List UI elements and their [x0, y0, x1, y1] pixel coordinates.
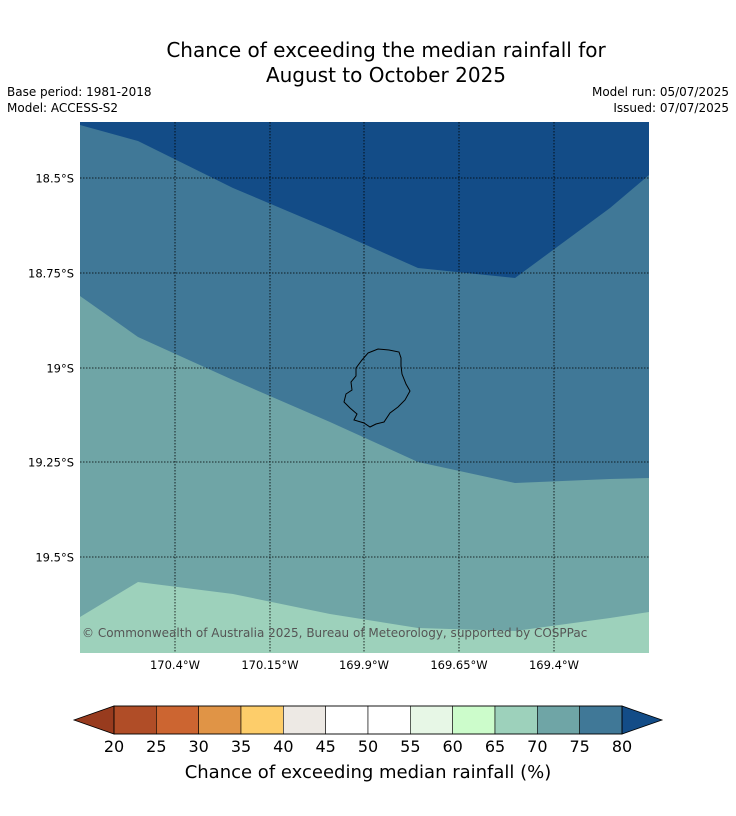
lon-label-4: 169.65°W [430, 658, 487, 672]
model-run: Model run: 05/07/2025 [591, 85, 729, 99]
copyright-text: © Commonwealth of Australia 2025, Bureau… [82, 626, 587, 640]
colorbar-bin-65-70 [494, 705, 538, 735]
colorbar-title: Chance of exceeding median rainfall (%) [185, 762, 552, 783]
colorbar-bin-25-30 [156, 705, 199, 735]
colorbar-bin-20-25 [113, 705, 157, 735]
meta-left: Base period: 1981-2018 Model: ACCESS-S2 [7, 84, 152, 116]
colorbar-bin-40-45 [283, 705, 326, 735]
lon-label-5: 169.4°W [529, 658, 579, 672]
gridlines [80, 122, 649, 653]
colorbar-tick-40: 40 [273, 737, 293, 756]
colorbar-tick-75: 75 [569, 737, 589, 756]
colorbar-tick-55: 55 [400, 737, 420, 756]
zone-70-75 [80, 296, 649, 653]
colorbar-bin-70-75 [537, 705, 580, 735]
meta-right: Model run: 05/07/2025 Issued: 07/07/2025 [592, 84, 729, 116]
lat-label-2: 18.75°S [28, 267, 74, 281]
lon-label-3: 169.9°W [339, 658, 389, 672]
lat-label-3: 19°S [46, 362, 74, 376]
colorbar-bin-75-80 [579, 705, 623, 735]
base-period: Base period: 1981-2018 [7, 85, 152, 99]
zone-65-70 [80, 582, 649, 653]
island-coastline [343, 348, 411, 428]
colorbar-bin-30-35 [198, 705, 242, 735]
colorbar-under-arrow [72, 705, 115, 735]
lat-label-4: 19.25°S [28, 456, 74, 470]
lat-label-5: 19.5°S [35, 551, 74, 565]
colorbar-bin-60-65 [452, 705, 496, 735]
colorbar-tick-20: 20 [104, 737, 124, 756]
colorbar-tick-45: 45 [315, 737, 335, 756]
colorbar-frame [113, 705, 623, 735]
colorbar-bin-55-60 [410, 705, 453, 735]
title-line-1: Chance of exceeding the median rainfall … [166, 38, 606, 62]
colorbar-tick-30: 30 [188, 737, 208, 756]
colorbar-tick-35: 35 [231, 737, 251, 756]
colorbar-tick-70: 70 [527, 737, 547, 756]
issued-date: Issued: 07/07/2025 [613, 101, 729, 115]
lat-label-1: 18.5°S [35, 172, 74, 186]
chart-title: Chance of exceeding the median rainfall … [0, 38, 736, 88]
title-line-2: August to October 2025 [265, 63, 507, 87]
colorbar-bin-50-55 [367, 705, 411, 735]
map-area: © Commonwealth of Australia 2025, Bureau… [80, 122, 649, 653]
lon-label-2: 170.15°W [241, 658, 298, 672]
colorbar-over-arrow [621, 705, 664, 735]
colorbar-tick-50: 50 [358, 737, 378, 756]
colorbar-tick-labels: 20 25 30 35 40 45 50 55 60 65 70 75 80 [104, 737, 632, 756]
lon-axis-labels: 170.4°W 170.15°W 169.9°W 169.65°W 169.4°… [150, 658, 579, 672]
colorbar-tick-25: 25 [146, 737, 166, 756]
colorbar-tick-80: 80 [612, 737, 632, 756]
model-name: Model: ACCESS-S2 [7, 101, 119, 115]
colorbar-tick-65: 65 [485, 737, 505, 756]
colorbar-bin-35-40 [240, 705, 284, 735]
colorbar-bin-45-50 [325, 705, 369, 735]
lon-label-1: 170.4°W [150, 658, 200, 672]
colorbar [72, 705, 664, 735]
lat-axis-labels: 18.5°S 18.75°S 19°S 19.25°S 19.5°S [28, 172, 74, 565]
colorbar-tick-60: 60 [442, 737, 462, 756]
